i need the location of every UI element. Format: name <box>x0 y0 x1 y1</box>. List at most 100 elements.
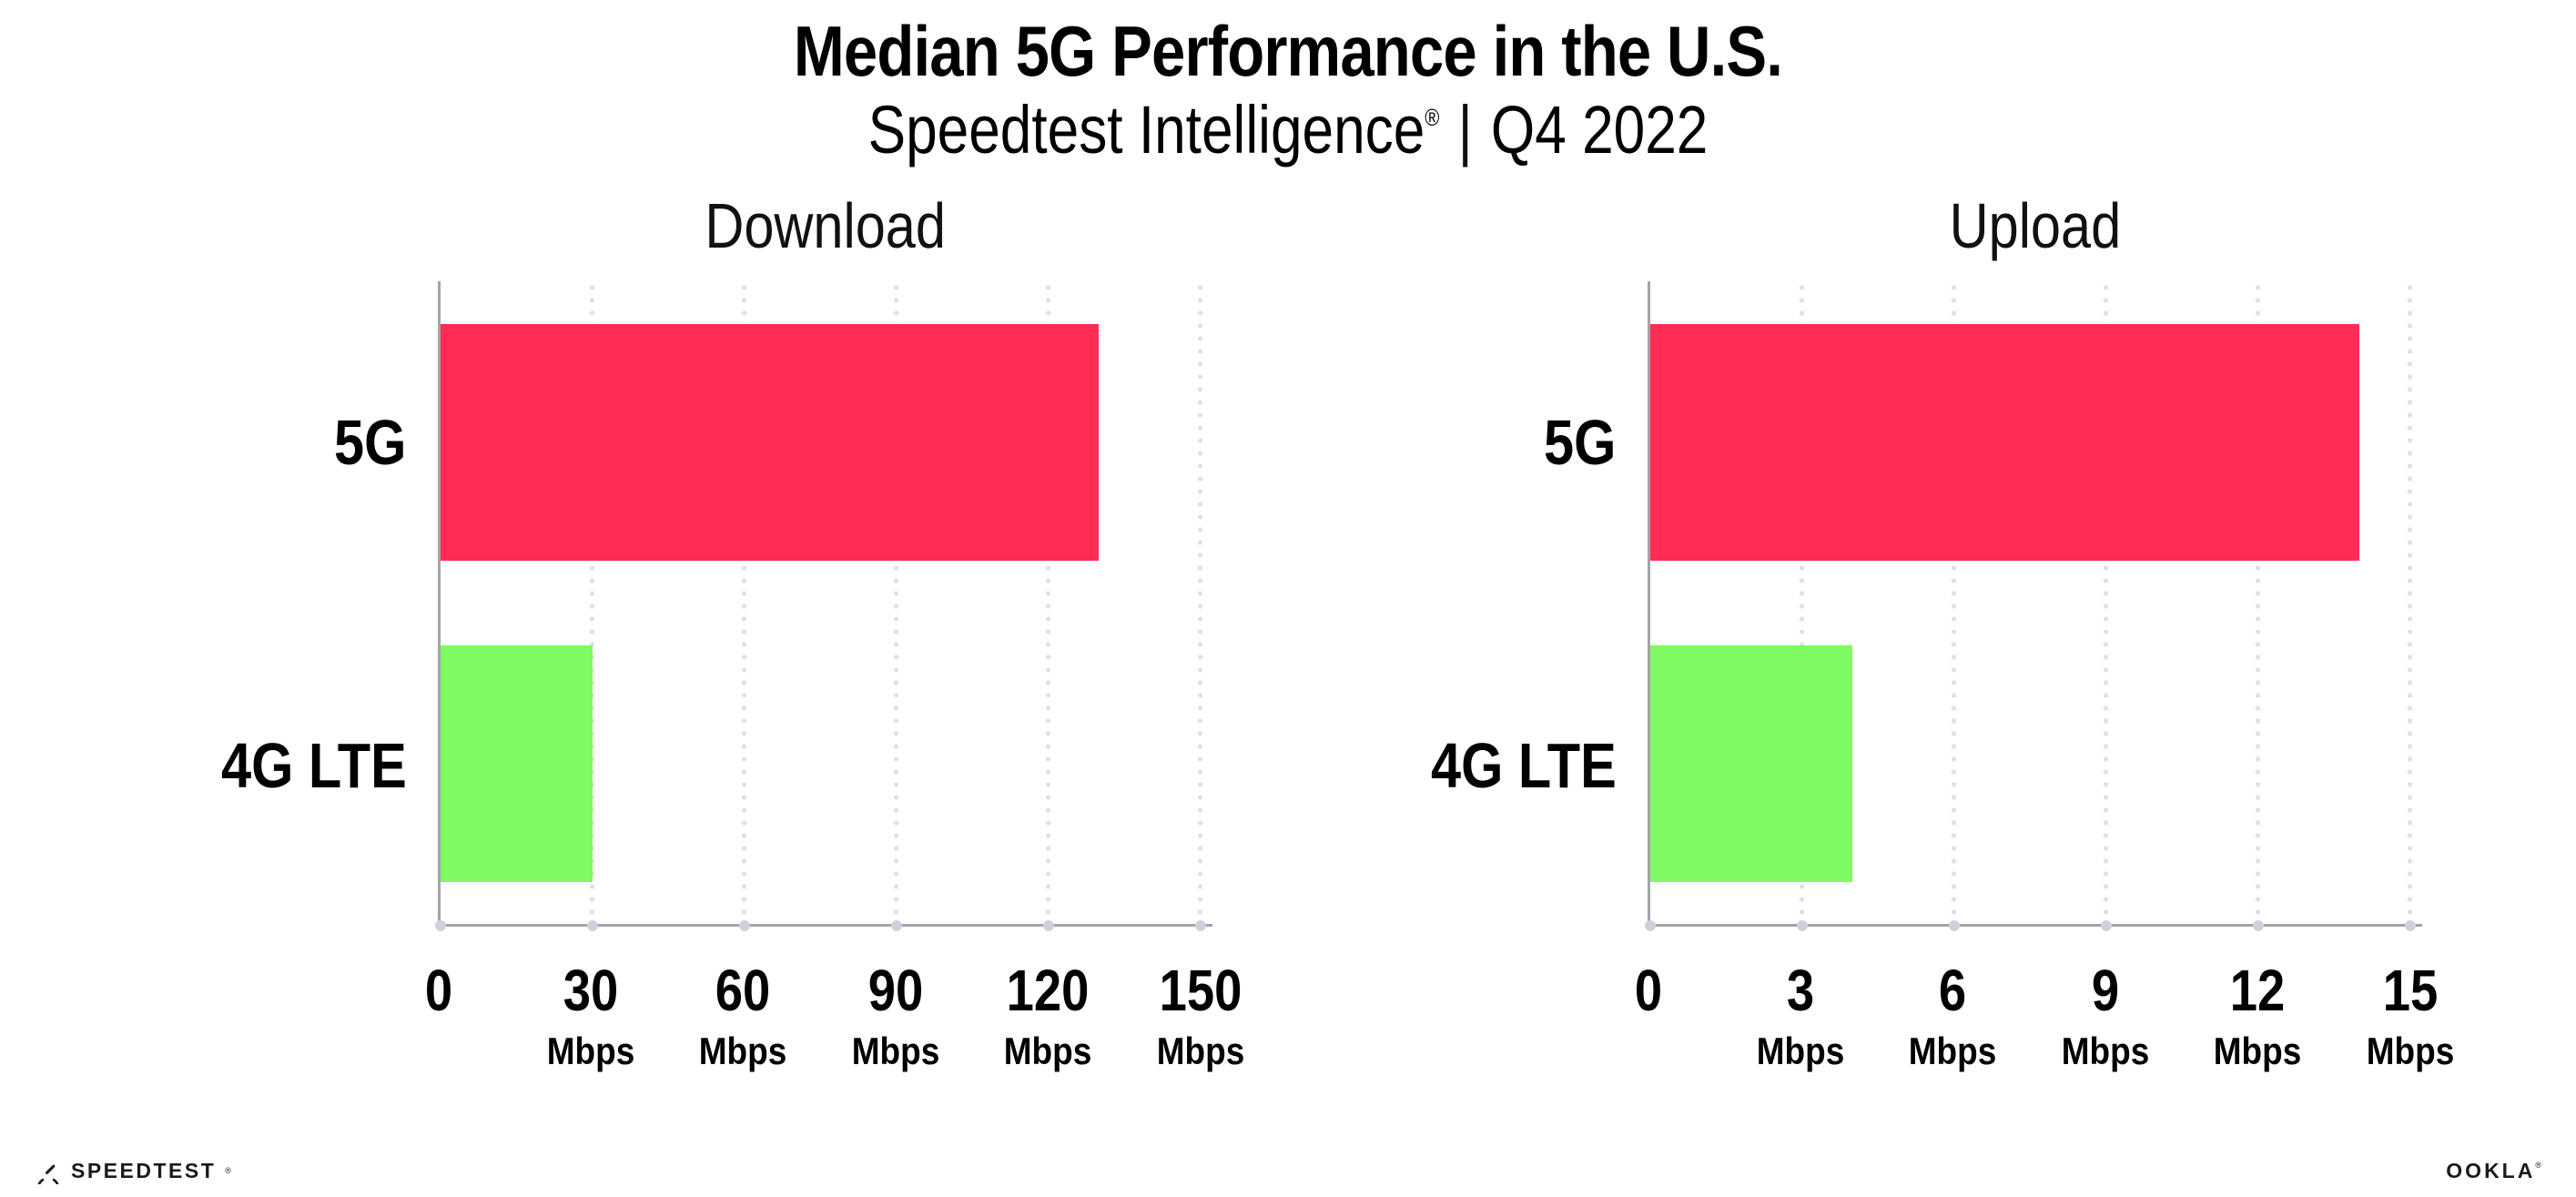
ookla-trademark: ® <box>2535 1160 2541 1170</box>
bar-band <box>1649 603 2422 924</box>
axis-tick-dot <box>1644 919 1656 931</box>
x-tick-unit: Mbps <box>1909 1030 1997 1073</box>
speedtest-wordmark: SPEEDTEST <box>71 1158 217 1182</box>
axis-tick-dot <box>2404 919 2416 931</box>
header: Median 5G Performance in the U.S. Speedt… <box>0 0 2576 167</box>
ookla-logo: OOKLA® <box>2446 1159 2541 1183</box>
bar-5g <box>1649 323 2360 561</box>
page-subtitle: Speedtest Intelligence® | Q4 2022 <box>206 93 2369 167</box>
category-label: 4G LTE <box>1430 729 1617 801</box>
x-tick-label: 120 Mbps <box>998 961 1098 1070</box>
ookla-wordmark: OOKLA <box>2446 1158 2536 1182</box>
chart-body-download: 5G 4G LTE <box>155 281 1212 931</box>
gridline <box>2104 281 2109 925</box>
x-tick-unit: Mbps <box>2061 1030 2150 1073</box>
category-labels: 5G 4G LTE <box>1364 281 1648 927</box>
x-tick-unit: Mbps <box>2366 1030 2454 1073</box>
axis-tick-dot <box>890 919 902 931</box>
gridlines <box>1650 281 2422 925</box>
chart-body-upload: 5G 4G LTE <box>1364 281 2422 931</box>
x-axis-tick-labels: 0 30 Mbps 60 Mbps 90 Mbps 120 Mbps 150 Mbps <box>424 961 1244 1075</box>
x-tick-unit: Mbps <box>1756 1030 1845 1073</box>
x-tick-unit: Mbps <box>851 1030 940 1073</box>
speedtest-gauge-icon <box>37 1164 59 1184</box>
x-tick-value: 0 <box>424 958 452 1024</box>
speedtest-trademark: ® <box>225 1166 231 1175</box>
x-tick-value: 60 <box>715 958 771 1024</box>
charts-row: Download 5G 4G LTE 0 30 Mbps 60 Mbps 90 Mbps 120… <box>0 194 2576 1075</box>
x-tick-value: 6 <box>1939 958 1967 1024</box>
gridline <box>742 281 747 925</box>
bar-band <box>440 603 1212 924</box>
bar-5g <box>440 323 1100 561</box>
x-tick-value: 3 <box>1786 958 1815 1024</box>
axis-tick-dot <box>434 919 446 931</box>
category-label: 5G <box>1544 407 1617 479</box>
gridlines <box>441 281 1212 925</box>
gridline <box>1046 281 1051 925</box>
gridline <box>1952 281 1957 925</box>
x-tick-value: 15 <box>2382 958 2439 1024</box>
gridline <box>894 281 899 925</box>
category-labels: 5G 4G LTE <box>155 281 438 927</box>
x-tick-unit: Mbps <box>1004 1030 1092 1073</box>
axis-tick-dot <box>2252 919 2264 931</box>
bars <box>1649 281 2422 924</box>
x-tick-value: 150 <box>1159 958 1242 1024</box>
bar-band <box>1649 281 2422 603</box>
category-label: 5G <box>334 407 407 479</box>
gridline <box>2256 281 2261 925</box>
x-tick-label: 90 Mbps <box>846 961 946 1070</box>
x-tick-unit: Mbps <box>1156 1030 1244 1073</box>
x-tick-label: 60 Mbps <box>694 961 794 1070</box>
axis-tick-dot <box>738 919 750 931</box>
x-tick-label: 0 <box>422 961 455 1019</box>
axis-tick-dot <box>1194 919 1206 931</box>
x-tick-label: 3 Mbps <box>1750 961 1851 1070</box>
x-axis-tick-labels: 0 3 Mbps 6 Mbps 9 Mbps 12 Mbps 15 Mbps <box>1634 961 2454 1075</box>
x-tick-label: 15 Mbps <box>2360 961 2460 1070</box>
plot-area <box>1644 281 2422 931</box>
speedtest-logo: SPEEDTEST ® <box>35 1157 231 1184</box>
x-tick-value: 12 <box>2230 958 2286 1024</box>
axis-tick-dot <box>1042 919 1054 931</box>
x-tick-value: 9 <box>2091 958 2119 1024</box>
chart-title-upload: Upload <box>1949 190 2121 262</box>
gridline <box>1800 281 1805 925</box>
bar-4g-lte <box>1649 644 1853 882</box>
gridline <box>2408 281 2413 925</box>
plot-area <box>434 281 1212 931</box>
subtitle-separator: | <box>1457 91 1473 167</box>
axis-tick-dot <box>1948 919 1960 931</box>
chart-panel-download: Download 5G 4G LTE 0 30 Mbps 60 Mbps 90 Mbps 120… <box>155 194 1244 1075</box>
footer: SPEEDTEST ® OOKLA® <box>35 1157 2541 1184</box>
bars <box>440 281 1212 924</box>
x-tick-value: 120 <box>1006 958 1090 1024</box>
subtitle-product: Speedtest Intelligence <box>867 91 1425 167</box>
chart-panel-upload: Upload 5G 4G LTE 0 3 Mbps 6 Mbps 9 Mbps 12 Mbps 15… <box>1364 190 2454 1075</box>
x-tick-label: 12 Mbps <box>2207 961 2307 1070</box>
axis-tick-dot <box>586 919 598 931</box>
subtitle-period: Q4 2022 <box>1490 91 1709 167</box>
registered-mark: ® <box>1425 103 1440 131</box>
axis-tick-dot <box>2100 919 2112 931</box>
gridline <box>590 281 595 925</box>
axis-tick-dot <box>1796 919 1808 931</box>
bar-4g-lte <box>440 644 593 882</box>
x-tick-value: 0 <box>1634 958 1662 1024</box>
category-label: 4G LTE <box>220 729 407 801</box>
x-tick-label: 30 Mbps <box>541 961 641 1070</box>
x-tick-label: 0 <box>1632 961 1665 1019</box>
x-tick-label: 150 Mbps <box>1151 961 1251 1070</box>
page-title: Median 5G Performance in the U.S. <box>793 11 1783 91</box>
gridline <box>1198 281 1203 925</box>
x-tick-unit: Mbps <box>2214 1030 2302 1073</box>
x-tick-value: 30 <box>563 958 619 1024</box>
x-tick-value: 90 <box>867 958 924 1024</box>
x-tick-unit: Mbps <box>546 1030 635 1073</box>
x-tick-label: 6 Mbps <box>1903 961 2003 1070</box>
bar-band <box>440 281 1212 603</box>
x-tick-unit: Mbps <box>699 1030 787 1073</box>
x-tick-label: 9 Mbps <box>2055 961 2155 1070</box>
